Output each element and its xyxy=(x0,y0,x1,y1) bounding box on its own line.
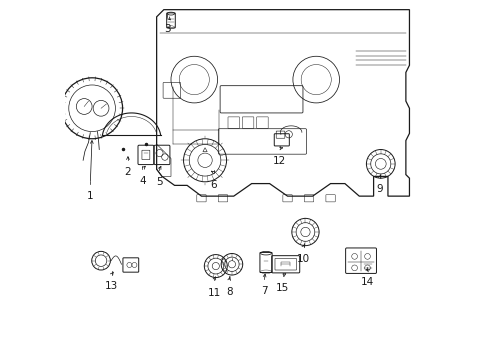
Text: 1: 1 xyxy=(87,191,93,201)
Text: 7: 7 xyxy=(261,286,267,296)
Text: 11: 11 xyxy=(207,288,220,298)
Text: 3: 3 xyxy=(164,24,170,34)
Text: 6: 6 xyxy=(210,180,217,190)
Text: 8: 8 xyxy=(225,287,232,297)
Text: 10: 10 xyxy=(297,253,309,264)
Text: 15: 15 xyxy=(275,283,288,293)
Text: 5: 5 xyxy=(156,177,162,187)
Text: 14: 14 xyxy=(360,277,373,287)
Text: 2: 2 xyxy=(124,167,131,177)
Text: 12: 12 xyxy=(272,156,285,166)
Text: 13: 13 xyxy=(105,282,118,292)
Text: 4: 4 xyxy=(139,176,145,186)
Text: 9: 9 xyxy=(376,184,383,194)
